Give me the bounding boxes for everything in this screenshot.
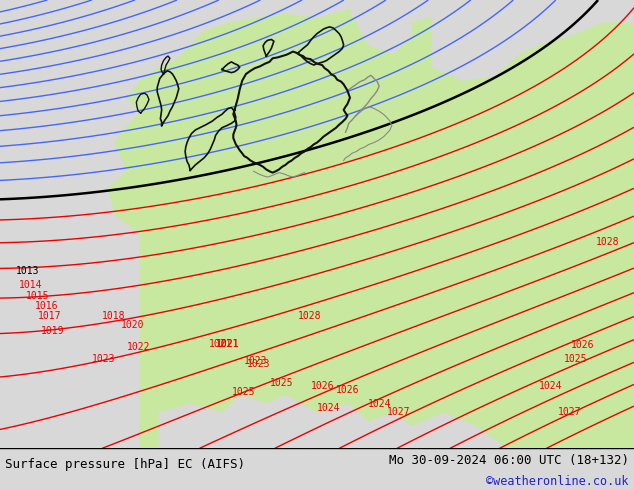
Polygon shape — [431, 0, 634, 81]
Text: 1026: 1026 — [311, 381, 334, 391]
Text: 1027: 1027 — [387, 408, 410, 417]
Text: 1020: 1020 — [120, 320, 144, 330]
Text: 1025: 1025 — [231, 387, 255, 397]
Text: 1024: 1024 — [368, 399, 391, 410]
Text: 1027: 1027 — [558, 408, 581, 417]
Text: 1013: 1013 — [16, 266, 39, 276]
Text: 1022: 1022 — [127, 343, 150, 352]
Text: 1014: 1014 — [19, 280, 42, 290]
Polygon shape — [349, 9, 412, 54]
Text: 1023: 1023 — [247, 359, 271, 369]
Text: 1019: 1019 — [41, 326, 65, 336]
Text: 1025: 1025 — [564, 354, 588, 364]
Text: Surface pressure [hPa] EC (AIFS): Surface pressure [hPa] EC (AIFS) — [5, 458, 245, 471]
Text: 1026: 1026 — [571, 340, 594, 350]
Text: 1025: 1025 — [269, 378, 293, 389]
Text: 1021: 1021 — [209, 340, 233, 349]
Text: 1016: 1016 — [35, 301, 58, 311]
Text: 1023: 1023 — [244, 356, 268, 366]
Text: 1028: 1028 — [596, 237, 619, 247]
Text: 1023: 1023 — [92, 354, 115, 364]
Polygon shape — [158, 394, 507, 448]
Text: 1018: 1018 — [101, 311, 125, 321]
Text: 1021: 1021 — [216, 340, 239, 349]
Text: 1024: 1024 — [539, 381, 562, 391]
Text: 1026: 1026 — [336, 385, 359, 395]
Polygon shape — [108, 9, 634, 448]
Text: 1024: 1024 — [317, 403, 340, 413]
Text: 1017: 1017 — [38, 311, 61, 321]
Text: 1021: 1021 — [216, 340, 239, 349]
Text: Mo 30-09-2024 06:00 UTC (18+132): Mo 30-09-2024 06:00 UTC (18+132) — [389, 454, 629, 466]
Text: 1015: 1015 — [25, 291, 49, 301]
Text: 1028: 1028 — [298, 311, 321, 321]
Text: ©weatheronline.co.uk: ©weatheronline.co.uk — [486, 475, 629, 488]
